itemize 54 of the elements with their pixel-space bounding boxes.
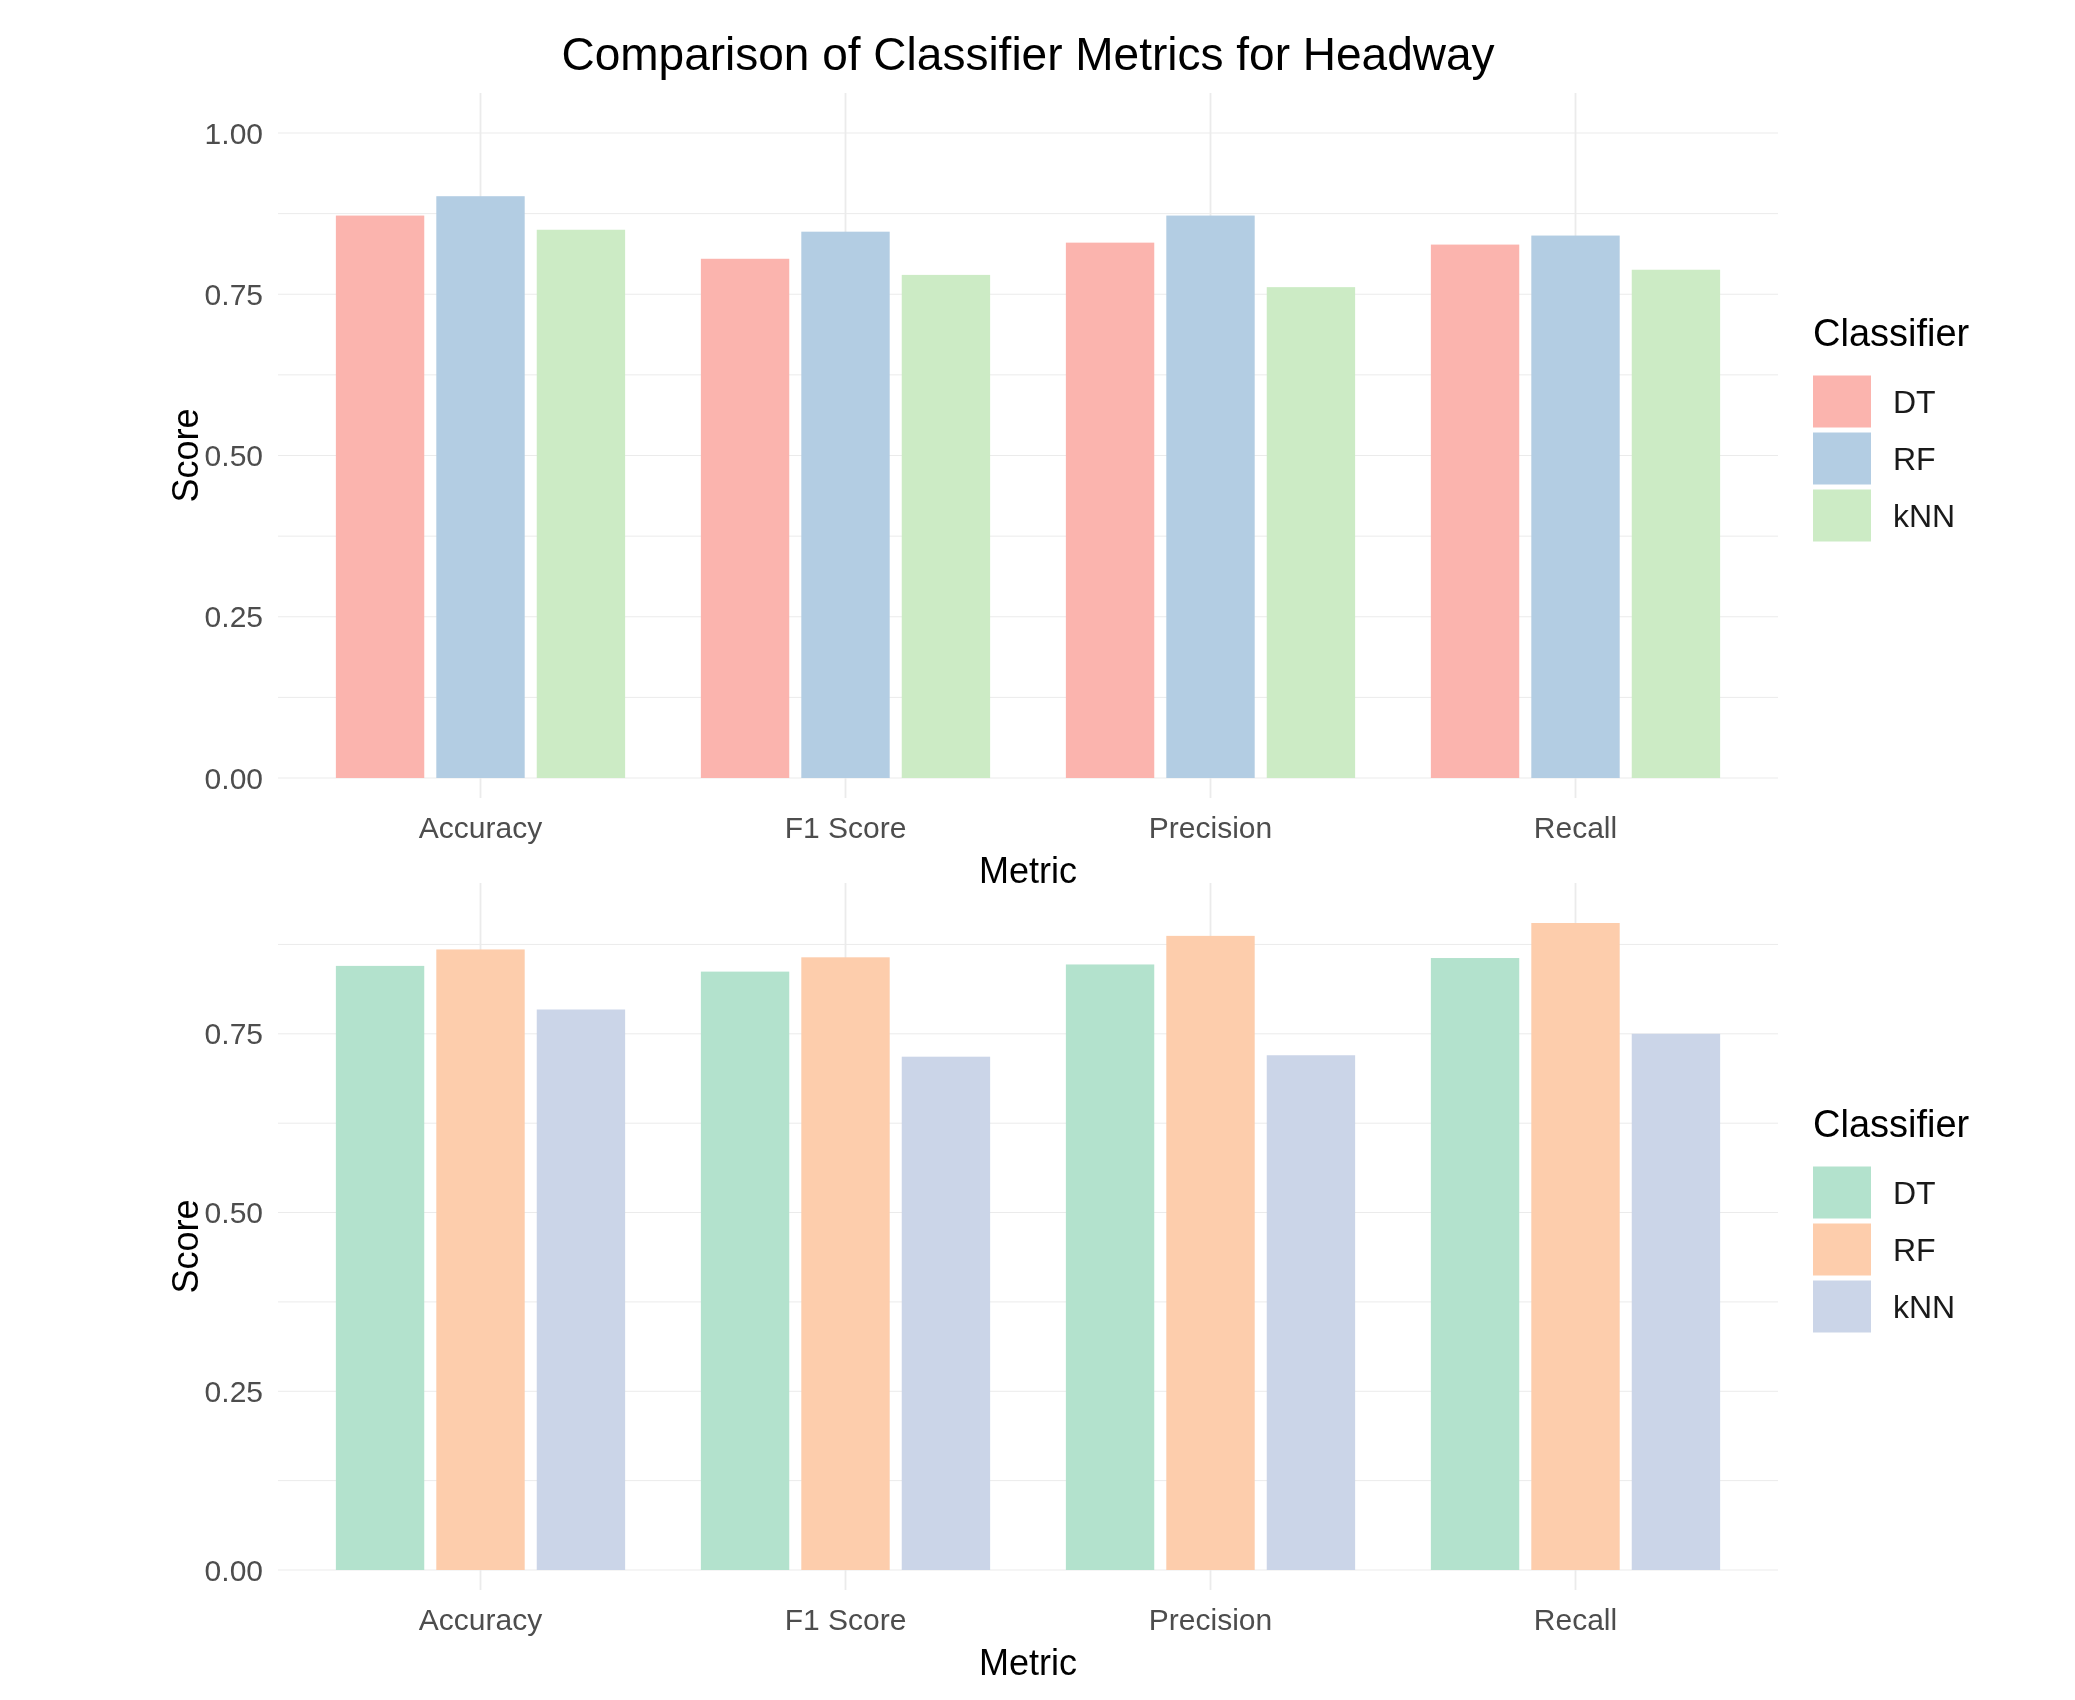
- x-tick-label: Recall: [1533, 811, 1618, 844]
- bar: [801, 957, 890, 1570]
- bar: [1430, 244, 1520, 778]
- bar: [1531, 235, 1620, 778]
- y-tick-label: 0.50: [204, 439, 263, 472]
- bar: [436, 196, 525, 778]
- legend-label: kNN: [1893, 1288, 1956, 1325]
- y-tick-label: 0.25: [204, 1374, 263, 1408]
- chart-title: Comparison of Classifier Metrics for Headway: [561, 28, 1495, 80]
- y-tick-label: 1.00: [204, 116, 263, 150]
- bar: [436, 949, 525, 1570]
- bar: [901, 1056, 991, 1570]
- y-tick-label: 0.50: [204, 1196, 263, 1230]
- y-axis-title: Score: [165, 1199, 206, 1294]
- bar: [1631, 1033, 1721, 1570]
- y-tick-label: 0.75: [204, 1017, 263, 1051]
- bar: [335, 965, 425, 1570]
- bar: [536, 229, 626, 778]
- bar: [1631, 269, 1721, 778]
- y-tick-label: 0.00: [204, 1553, 263, 1587]
- bar: [1065, 242, 1155, 778]
- bar: [1266, 287, 1356, 778]
- bar: [901, 274, 991, 778]
- x-tick-label: Precision: [1148, 1603, 1273, 1636]
- y-tick-label: 0.25: [204, 600, 263, 634]
- bar: [1531, 923, 1620, 1570]
- x-axis-title: Metric: [979, 1642, 1077, 1683]
- x-tick-label: F1 Score: [784, 1603, 907, 1636]
- x-tick-label: Precision: [1148, 811, 1273, 844]
- x-tick-label: Recall: [1533, 1603, 1618, 1636]
- bar: [1166, 935, 1255, 1570]
- legend-title: Classifier: [1813, 311, 1970, 354]
- bar: [1266, 1055, 1356, 1570]
- legend-label: RF: [1893, 1231, 1936, 1268]
- y-tick-label: 0.00: [204, 761, 263, 795]
- bar: [700, 971, 790, 1570]
- y-axis-title: Score: [165, 408, 206, 503]
- x-tick-label: F1 Score: [784, 811, 907, 844]
- bar: [700, 258, 790, 778]
- bar: [335, 215, 425, 778]
- legend-label: DT: [1893, 1174, 1936, 1211]
- bar: [1430, 958, 1520, 1570]
- legend-title: Classifier: [1813, 1102, 1970, 1145]
- x-tick-label: Accuracy: [418, 811, 543, 844]
- bar: [536, 1009, 626, 1570]
- bar: [1166, 215, 1255, 778]
- y-tick-label: 0.75: [204, 277, 263, 311]
- legend-label: kNN: [1893, 497, 1956, 534]
- x-tick-label: Accuracy: [418, 1603, 543, 1636]
- legend-label: RF: [1893, 440, 1936, 477]
- bar: [801, 231, 890, 778]
- legend-label: DT: [1893, 383, 1936, 420]
- x-axis-title: Metric: [979, 850, 1077, 891]
- bar: [1065, 964, 1155, 1570]
